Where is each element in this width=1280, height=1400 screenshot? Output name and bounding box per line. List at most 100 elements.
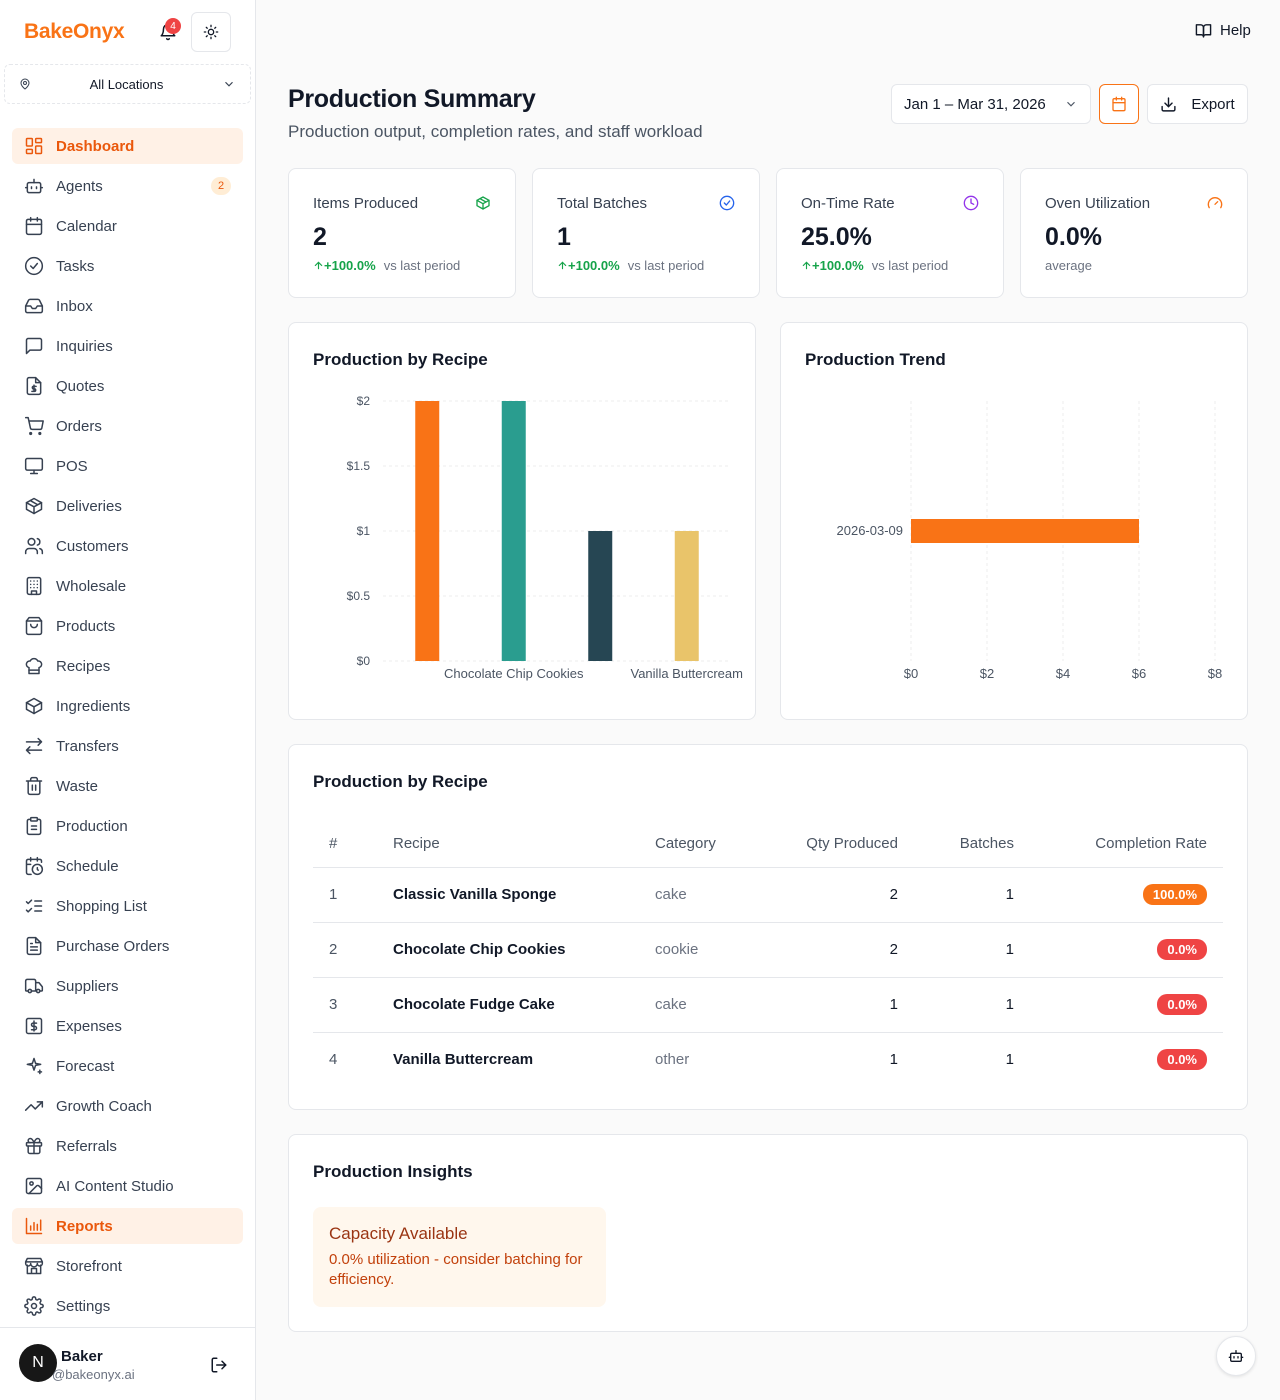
theme-toggle-button[interactable] xyxy=(191,12,231,52)
sidebar-item-calendar[interactable]: Calendar xyxy=(12,208,243,244)
sidebar-item-schedule[interactable]: Schedule xyxy=(12,848,243,884)
sidebar-item-forecast[interactable]: Forecast xyxy=(12,1048,243,1084)
sidebar-item-ai-content-studio[interactable]: AI Content Studio xyxy=(12,1168,243,1204)
sidebar-item-waste[interactable]: Waste xyxy=(12,768,243,804)
stat-footer: +100.0% vs last period xyxy=(313,258,460,273)
sidebar-item-wholesale[interactable]: Wholesale xyxy=(12,568,243,604)
sidebar-item-orders[interactable]: Orders xyxy=(12,408,243,444)
y-tick-label: 2026-03-09 xyxy=(837,523,904,538)
completion-badge: 0.0% xyxy=(1157,994,1207,1015)
bar[interactable] xyxy=(674,531,699,661)
sidebar-item-ingredients[interactable]: Ingredients xyxy=(12,688,243,724)
sidebar-item-dashboard[interactable]: Dashboard xyxy=(12,128,243,164)
sidebar-item-purchase-orders[interactable]: Purchase Orders xyxy=(12,928,243,964)
cart-icon xyxy=(24,416,44,436)
building-icon xyxy=(24,576,44,596)
date-range-select[interactable]: Jan 1 – Mar 31, 2026 xyxy=(891,84,1091,124)
sidebar-item-label: Settings xyxy=(56,1297,111,1315)
sidebar-item-pos[interactable]: POS xyxy=(12,448,243,484)
sidebar-item-storefront[interactable]: Storefront xyxy=(12,1248,243,1284)
table-row[interactable]: 1 Classic Vanilla Sponge cake 2 1 100.0% xyxy=(313,867,1223,923)
sidebar-item-label: Calendar xyxy=(56,217,117,235)
bar[interactable] xyxy=(415,401,440,661)
calendar-icon xyxy=(24,216,44,236)
calendar-clock-icon xyxy=(24,856,44,876)
sidebar-item-agents[interactable]: Agents 2 xyxy=(12,168,243,204)
sidebar-item-production[interactable]: Production xyxy=(12,808,243,844)
production-by-recipe-chart-card: Production by Recipe $0 $0.5 $1 $1.5 $2 Choco… xyxy=(288,322,756,720)
brand-logo[interactable]: BakeOnyx xyxy=(24,20,125,43)
completion-badge: 100.0% xyxy=(1142,884,1207,905)
chart-title: Production by Recipe xyxy=(313,350,488,369)
insight-title: Capacity Available xyxy=(329,1224,468,1243)
help-link[interactable]: Help xyxy=(1195,22,1251,39)
sidebar-item-label: Products xyxy=(56,617,116,635)
y-tick-label: $0 xyxy=(357,654,371,668)
assistant-button[interactable] xyxy=(1216,1336,1256,1376)
table-row[interactable]: 2 Chocolate Chip Cookies cookie 2 1 0.0% xyxy=(313,922,1223,978)
cell-completion: 0.0% xyxy=(1030,977,1223,1033)
sidebar-item-inbox[interactable]: Inbox xyxy=(12,288,243,324)
sidebar-item-recipes[interactable]: Recipes xyxy=(12,648,243,684)
sidebar-item-tasks[interactable]: Tasks xyxy=(12,248,243,284)
sidebar-item-reports[interactable]: Reports xyxy=(12,1208,243,1244)
stat-card-total-batches: Total Batches 1 +100.0% vs last period xyxy=(532,168,760,298)
bar[interactable] xyxy=(501,401,526,661)
sidebar-item-label: AI Content Studio xyxy=(56,1177,174,1195)
sidebar-item-inquiries[interactable]: Inquiries xyxy=(12,328,243,364)
trending-up-icon xyxy=(24,1096,44,1116)
calendar-button[interactable] xyxy=(1099,84,1139,124)
inbox-icon xyxy=(24,296,44,316)
stat-note: vs last period xyxy=(871,258,949,273)
clipboard-icon xyxy=(24,816,44,836)
stat-card-items-produced: Items Produced 2 +100.0% vs last period xyxy=(288,168,516,298)
sidebar-item-products[interactable]: Products xyxy=(12,608,243,644)
sidebar-item-label: Expenses xyxy=(56,1017,122,1035)
table-row[interactable]: 3 Chocolate Fudge Cake cake 1 1 0.0% xyxy=(313,977,1223,1033)
location-select[interactable]: All Locations xyxy=(4,64,251,104)
cell-recipe: Chocolate Fudge Cake xyxy=(377,977,639,1033)
export-button[interactable]: Export xyxy=(1147,84,1248,124)
store-icon xyxy=(24,1256,44,1276)
sidebar-item-label: Growth Coach xyxy=(56,1097,152,1115)
stat-card-oven-utilization: Oven Utilization 0.0% average xyxy=(1020,168,1248,298)
bar[interactable] xyxy=(911,519,1139,543)
sidebar-item-expenses[interactable]: Expenses xyxy=(12,1008,243,1044)
sidebar-item-transfers[interactable]: Transfers xyxy=(12,728,243,764)
users-icon xyxy=(24,536,44,556)
sidebar-item-deliveries[interactable]: Deliveries xyxy=(12,488,243,524)
cell-index: 4 xyxy=(329,1051,338,1069)
stat-footer: +100.0% vs last period xyxy=(557,258,704,273)
location-value: All Locations xyxy=(89,76,164,92)
sidebar-item-shopping-list[interactable]: Shopping List xyxy=(12,888,243,924)
cell-qty: 1 xyxy=(889,1051,898,1069)
table-row[interactable]: 4 Vanilla Buttercream other 1 1 0.0% xyxy=(313,1032,1223,1087)
sidebar-item-suppliers[interactable]: Suppliers xyxy=(12,968,243,1004)
sidebar-item-referrals[interactable]: Referrals xyxy=(12,1128,243,1164)
col-qty: Qty Produced xyxy=(769,821,914,868)
sidebar-item-label: Schedule xyxy=(56,857,119,875)
sidebar-item-quotes[interactable]: Quotes xyxy=(12,368,243,404)
insight-item: Capacity Available 0.0% utilization - co… xyxy=(313,1207,606,1307)
production-table-card: Production by Recipe # Recipe Category Q… xyxy=(288,744,1248,1110)
sidebar-item-label: Reports xyxy=(56,1217,113,1235)
avatar[interactable]: N xyxy=(19,1344,57,1382)
cell-qty: 1 xyxy=(769,977,914,1033)
cell-recipe: Vanilla Buttercream xyxy=(393,1051,534,1069)
sidebar-item-label: Waste xyxy=(56,777,98,795)
clock-icon xyxy=(963,195,979,211)
brand-row: BakeOnyx xyxy=(0,0,255,64)
stat-label: On-Time Rate xyxy=(801,195,895,212)
logout-icon[interactable] xyxy=(208,1354,230,1376)
help-label: Help xyxy=(1220,22,1251,39)
stat-value: 2 xyxy=(313,223,327,251)
sidebar-item-customers[interactable]: Customers xyxy=(12,528,243,564)
x-tick-label: Vanilla Buttercream xyxy=(631,666,743,681)
bar-chart-icon xyxy=(24,1216,44,1236)
page-subtitle: Production output, completion rates, and… xyxy=(288,122,703,141)
col-completion: Completion Rate xyxy=(1030,821,1223,868)
sidebar-item-settings[interactable]: Settings xyxy=(12,1288,243,1324)
sidebar-item-growth-coach[interactable]: Growth Coach xyxy=(12,1088,243,1124)
production-trend-chart-card: Production Trend $0 $2 $4 $6 $8 2026-03-09 xyxy=(780,322,1248,720)
bar[interactable] xyxy=(588,531,613,661)
